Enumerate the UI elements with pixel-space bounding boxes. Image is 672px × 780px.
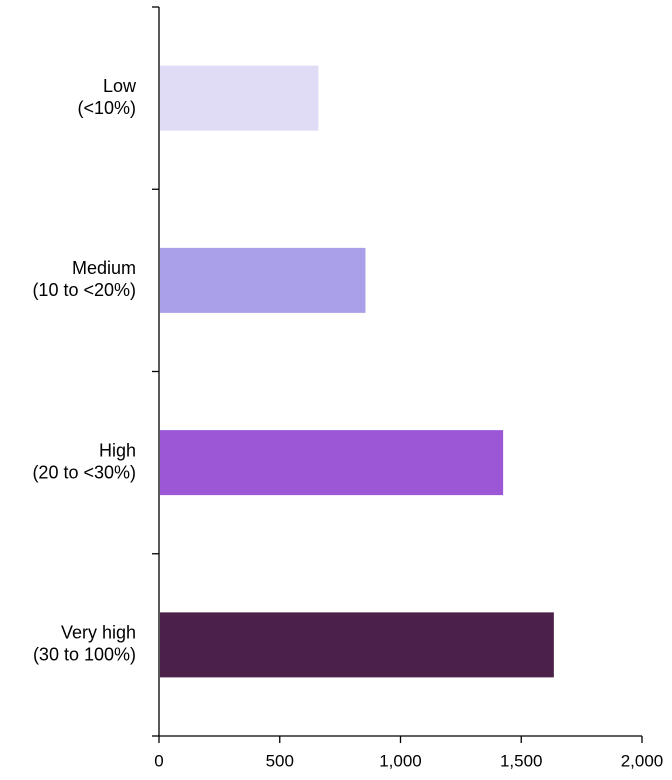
category-label-0-1: (<10%) [77, 98, 136, 118]
bar-1 [160, 247, 366, 313]
axes [152, 6, 643, 743]
category-label-2-1: (20 to <30%) [32, 462, 136, 482]
x-tick-label-4: 2,000 [621, 751, 664, 770]
bar-3 [160, 612, 554, 678]
bar-2 [160, 430, 504, 496]
x-tick-label-3: 1,500 [500, 751, 543, 770]
bar-0 [160, 65, 319, 131]
category-label-0-0: Low [103, 76, 137, 96]
category-label-1-1: (10 to <20%) [32, 280, 136, 300]
x-tick-label-1: 500 [266, 751, 294, 770]
x-tick-label-0: 0 [154, 751, 163, 770]
category-label-3-0: Very high [61, 623, 136, 643]
x-tick-labels: 0 500 1,000 1,500 2,000 [154, 751, 663, 770]
category-labels: Low(<10%) Medium(10 to <20%) High(20 to <3… [32, 76, 137, 665]
bars [160, 65, 554, 678]
category-label-2-0: High [99, 440, 136, 460]
category-label-3-1: (30 to 100%) [33, 645, 136, 665]
category-label-1-0: Medium [72, 258, 136, 278]
x-tick-label-2: 1,000 [379, 751, 422, 770]
